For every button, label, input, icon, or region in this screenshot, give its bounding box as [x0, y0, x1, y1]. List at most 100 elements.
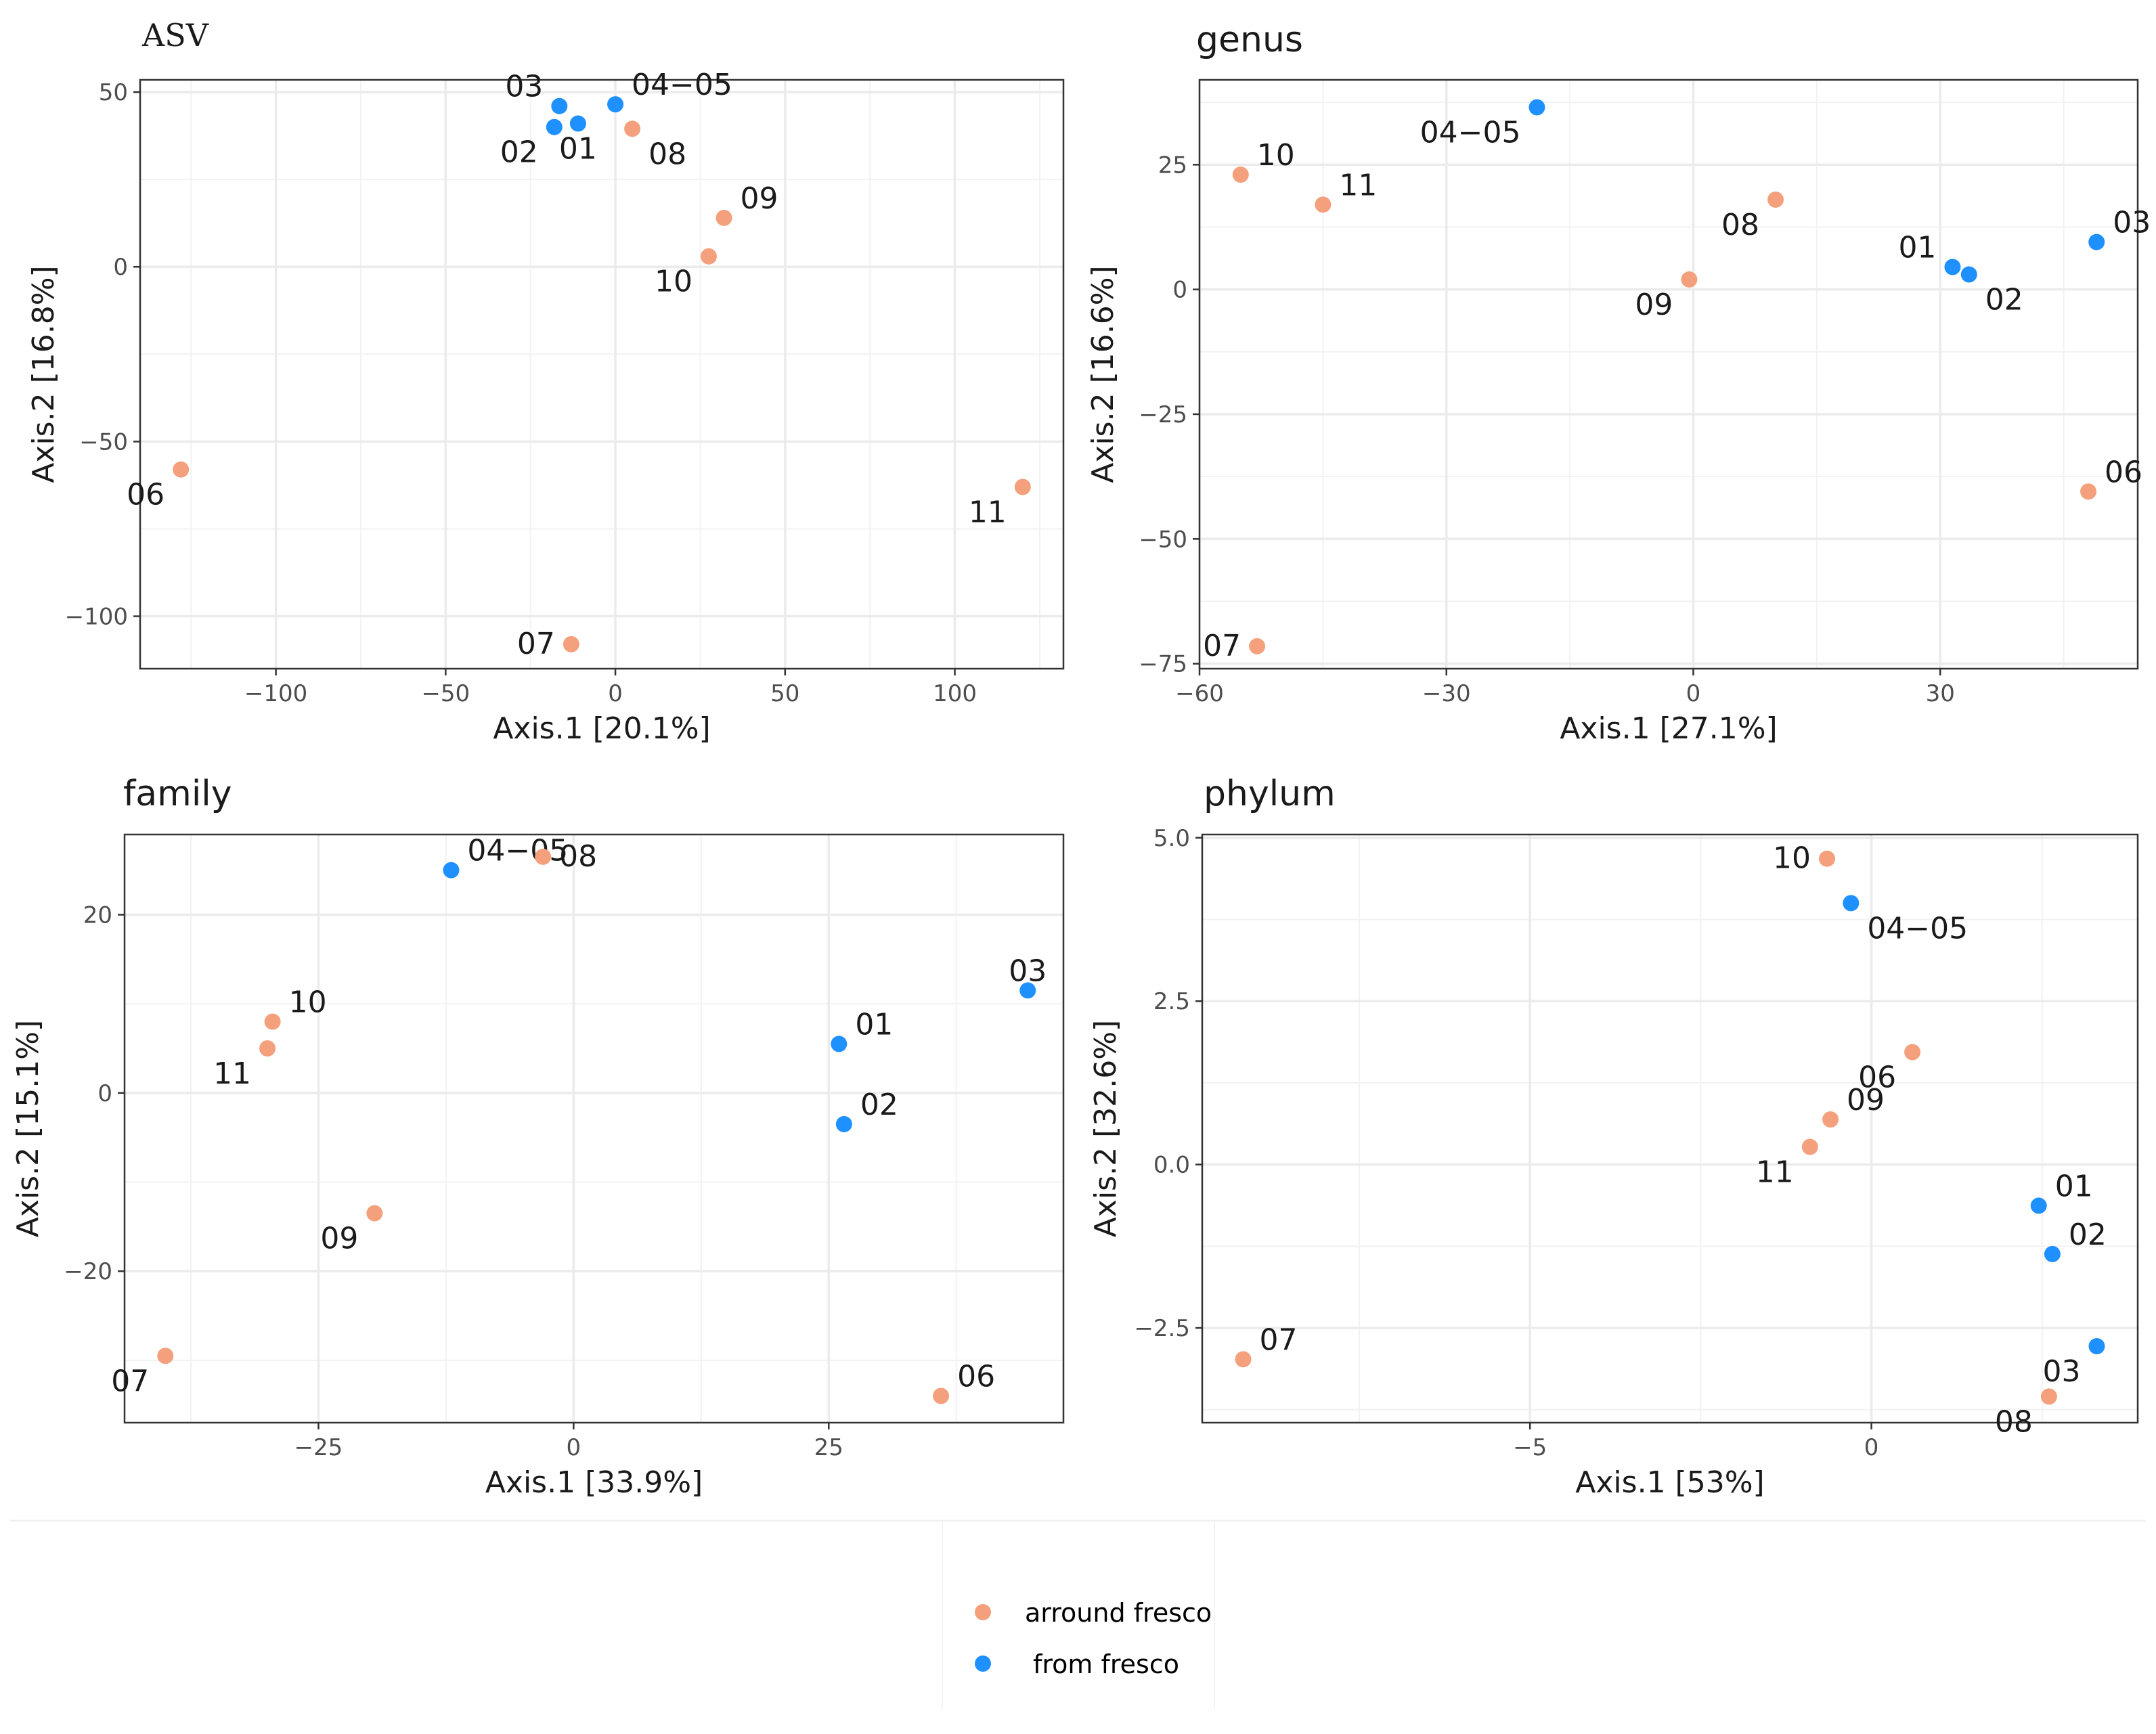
point-label: 03: [1009, 954, 1047, 988]
panel-title: ASV: [141, 17, 209, 53]
legend: arround fresco from fresco: [10, 1519, 2146, 1709]
point-label: 08: [559, 839, 597, 874]
data-point: [2088, 234, 2105, 250]
point-label: 01: [2055, 1169, 2093, 1203]
y-tick-label: 25: [1158, 152, 1187, 179]
panel-border: [1201, 833, 2139, 1424]
point-label: 02: [2069, 1218, 2107, 1252]
y-axis-title: Axis.2 [16.6%]: [1086, 265, 1120, 483]
legend-marker-arround-fresco: [975, 1604, 991, 1620]
data-point: [624, 120, 641, 137]
point-label: 04−05: [1420, 116, 1521, 150]
x-axis-title: Axis.1 [20.1%]: [493, 711, 710, 746]
panel-title: phylum: [1204, 774, 1336, 814]
y-tick-label: 2.5: [1153, 988, 1190, 1015]
legend-label-arround-fresco: arround fresco: [1025, 1598, 1212, 1628]
point-label: 08: [648, 137, 686, 171]
point-label: 01: [559, 132, 597, 166]
y-tick-label: 0: [97, 1080, 112, 1107]
point-label: 02: [1985, 283, 2023, 317]
legend-marker-from-fresco: [975, 1655, 991, 1672]
panel-border: [1198, 79, 2139, 670]
data-point: [2080, 483, 2097, 500]
panel-title: family: [123, 774, 232, 814]
y-tick-label: 5.0: [1153, 825, 1190, 852]
x-tick-label: 0: [567, 1434, 581, 1461]
y-axis-title: Axis.2 [15.1%]: [11, 1020, 45, 1237]
point-label: 08: [1721, 208, 1759, 242]
panel-background: [1200, 80, 2138, 669]
point-label: 11: [969, 495, 1007, 530]
point-label: 10: [1773, 841, 1811, 876]
panel-background: [140, 80, 1063, 669]
point-label: 02: [500, 135, 538, 170]
data-point: [1528, 99, 1545, 116]
data-point: [443, 862, 460, 879]
x-tick-label: 25: [814, 1434, 843, 1461]
point-label: 11: [1339, 168, 1377, 202]
y-tick-label: 20: [83, 902, 112, 929]
point-label: 03: [2042, 1354, 2080, 1389]
data-point: [1767, 191, 1784, 208]
point-label: 01: [855, 1007, 893, 1042]
y-tick-label: −50: [1139, 526, 1187, 553]
x-tick-label: 0: [1864, 1434, 1879, 1461]
data-point: [1822, 1111, 1839, 1128]
data-point: [2044, 1245, 2061, 1262]
y-tick-label: 0.0: [1153, 1152, 1190, 1179]
point-label: 09: [1847, 1083, 1885, 1117]
x-tick-label: 0: [1686, 680, 1701, 707]
data-point: [569, 115, 586, 132]
data-point: [2040, 1388, 2057, 1405]
point-label: 02: [860, 1088, 898, 1122]
panel-background: [125, 835, 1063, 1423]
legend-label-from-fresco: from fresco: [1033, 1649, 1179, 1679]
y-tick-label: 50: [99, 79, 128, 106]
phylum-panel: −5 0 −2.5 0.0 2.5 5.0 Axis.1 [53%] Axis.2 [32.6…: [1088, 774, 2139, 1500]
point-label: 10: [289, 985, 327, 1020]
x-tick-label: 100: [933, 680, 977, 707]
x-tick-label: 0: [608, 680, 623, 707]
data-point: [1235, 1351, 1252, 1368]
data-point: [1904, 1044, 1921, 1061]
x-tick-label: −25: [294, 1434, 343, 1461]
data-point: [1801, 1138, 1818, 1155]
point-label: 08: [1995, 1404, 2033, 1439]
data-point: [700, 248, 717, 265]
x-axis-title: Axis.1 [33.9%]: [485, 1465, 703, 1500]
data-point: [2088, 1338, 2105, 1355]
y-tick-label: 0: [1172, 277, 1187, 304]
y-axis-title: Axis.2 [32.6%]: [1088, 1020, 1123, 1237]
data-point: [551, 97, 568, 114]
data-point: [366, 1205, 383, 1222]
panel-border: [139, 79, 1065, 670]
x-tick-label: −100: [244, 680, 307, 707]
point-label: 01: [1898, 230, 1936, 265]
point-label: 04−05: [1867, 911, 1968, 946]
x-tick-label: −60: [1175, 680, 1224, 707]
y-tick-label: −20: [64, 1258, 112, 1285]
panel-background: [1202, 835, 2138, 1423]
data-point: [835, 1115, 852, 1132]
data-point: [259, 1040, 276, 1057]
point-label: 06: [127, 478, 164, 512]
y-axis-title: Axis.2 [16.8%]: [26, 265, 61, 483]
data-point: [1232, 166, 1249, 183]
x-tick-label: 30: [1926, 680, 1955, 707]
y-tick-label: −2.5: [1134, 1315, 1190, 1342]
point-label: 09: [1635, 288, 1673, 322]
data-point: [535, 848, 552, 865]
data-point: [173, 461, 190, 478]
x-axis-title: Axis.1 [53%]: [1575, 1465, 1764, 1500]
point-label: 11: [1756, 1155, 1794, 1190]
data-point: [716, 209, 732, 226]
point-label: 06: [957, 1360, 995, 1394]
point-label: 10: [655, 265, 692, 299]
data-point: [2030, 1197, 2047, 1214]
x-tick-label: −50: [421, 680, 470, 707]
point-label: 03: [505, 70, 543, 104]
point-label: 09: [320, 1222, 358, 1256]
data-point: [933, 1387, 950, 1404]
